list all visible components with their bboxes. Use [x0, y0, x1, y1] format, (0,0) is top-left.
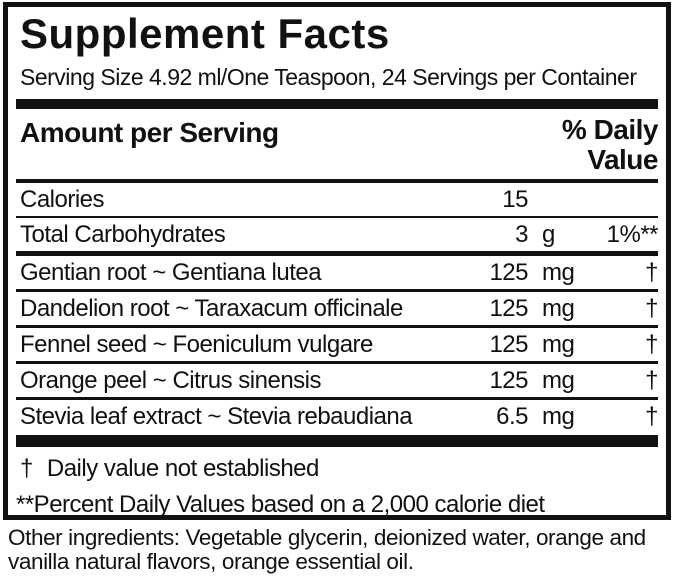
column-header-row: Amount per Serving % Daily Value	[16, 109, 659, 183]
nutrient-unit: mg	[542, 330, 575, 358]
nutrient-daily-value: †	[645, 366, 658, 394]
nutrient-row-orange-peel: Orange peel ~ Citrus sinensis 125 mg †	[16, 364, 659, 400]
nutrient-name: Fennel seed ~ Foeniculum vulgare	[20, 330, 373, 358]
nutrient-amount: 125	[489, 294, 528, 322]
nutrient-name: Total Carbohydrates	[20, 220, 226, 248]
nutrient-name: Orange peel ~ Citrus sinensis	[20, 366, 322, 394]
other-ingredients-text: Other ingredients: Vegetable glycerin, d…	[8, 525, 646, 574]
nutrient-daily-value: †	[645, 330, 658, 358]
nutrient-daily-value: 1%**	[606, 220, 659, 248]
nutrient-row-gentian-root: Gentian root ~ Gentiana lutea 125 mg †	[16, 256, 659, 292]
panel-title: Supplement Facts	[20, 10, 390, 57]
nutrient-row-total-carbohydrates: Total Carbohydrates 3 g 1%**	[16, 218, 659, 256]
serving-size-info: Serving Size 4.92 ml/One Teaspoon, 24 Se…	[20, 64, 637, 90]
supplement-facts-panel: Supplement Facts Serving Size 4.92 ml/On…	[3, 2, 671, 520]
nutrient-name: Dandelion root ~ Taraxacum officinale	[20, 294, 403, 322]
nutrient-name: Gentian root ~ Gentiana lutea	[20, 258, 322, 286]
nutrient-row-dandelion-root: Dandelion root ~ Taraxacum officinale 12…	[16, 292, 659, 328]
nutrient-unit: mg	[542, 402, 575, 430]
nutrient-daily-value: †	[645, 402, 658, 430]
dagger-footnote: † Daily value not established	[16, 455, 658, 483]
nutrient-row-calories: Calories 15	[16, 183, 658, 218]
nutrient-amount: 125	[489, 330, 528, 358]
nutrient-amount: 6.5	[496, 402, 528, 430]
nutrient-row-stevia-leaf-extract: Stevia leaf extract ~ Stevia rebaudiana …	[16, 400, 659, 433]
percent-daily-value-header: % Daily Value	[561, 114, 659, 175]
header-separator-bar	[16, 99, 658, 109]
nutrient-amount: 3	[515, 220, 528, 248]
nutrient-daily-value: †	[645, 294, 658, 322]
nutrient-unit: mg	[542, 366, 575, 394]
nutrient-unit: mg	[542, 258, 575, 286]
nutrient-amount: 15	[502, 185, 528, 213]
nutrient-name: Calories	[20, 185, 105, 213]
percent-daily-value-footnote: **Percent Daily Values based on a 2,000 …	[16, 491, 545, 518]
dagger-footnote-text: Daily value not established	[46, 455, 320, 482]
amount-per-serving-header: Amount per Serving	[20, 117, 279, 148]
nutrient-row-fennel-seed: Fennel seed ~ Foeniculum vulgare 125 mg …	[16, 328, 659, 364]
nutrient-unit: g	[542, 220, 555, 248]
nutrient-amount: 125	[489, 366, 528, 394]
nutrient-unit: mg	[542, 294, 575, 322]
footnote-separator-bar	[16, 435, 658, 447]
nutrient-name: Stevia leaf extract ~ Stevia rebaudiana	[20, 402, 413, 430]
dagger-symbol: †	[20, 455, 33, 482]
nutrient-amount: 125	[489, 258, 528, 286]
nutrient-daily-value: †	[645, 258, 658, 286]
